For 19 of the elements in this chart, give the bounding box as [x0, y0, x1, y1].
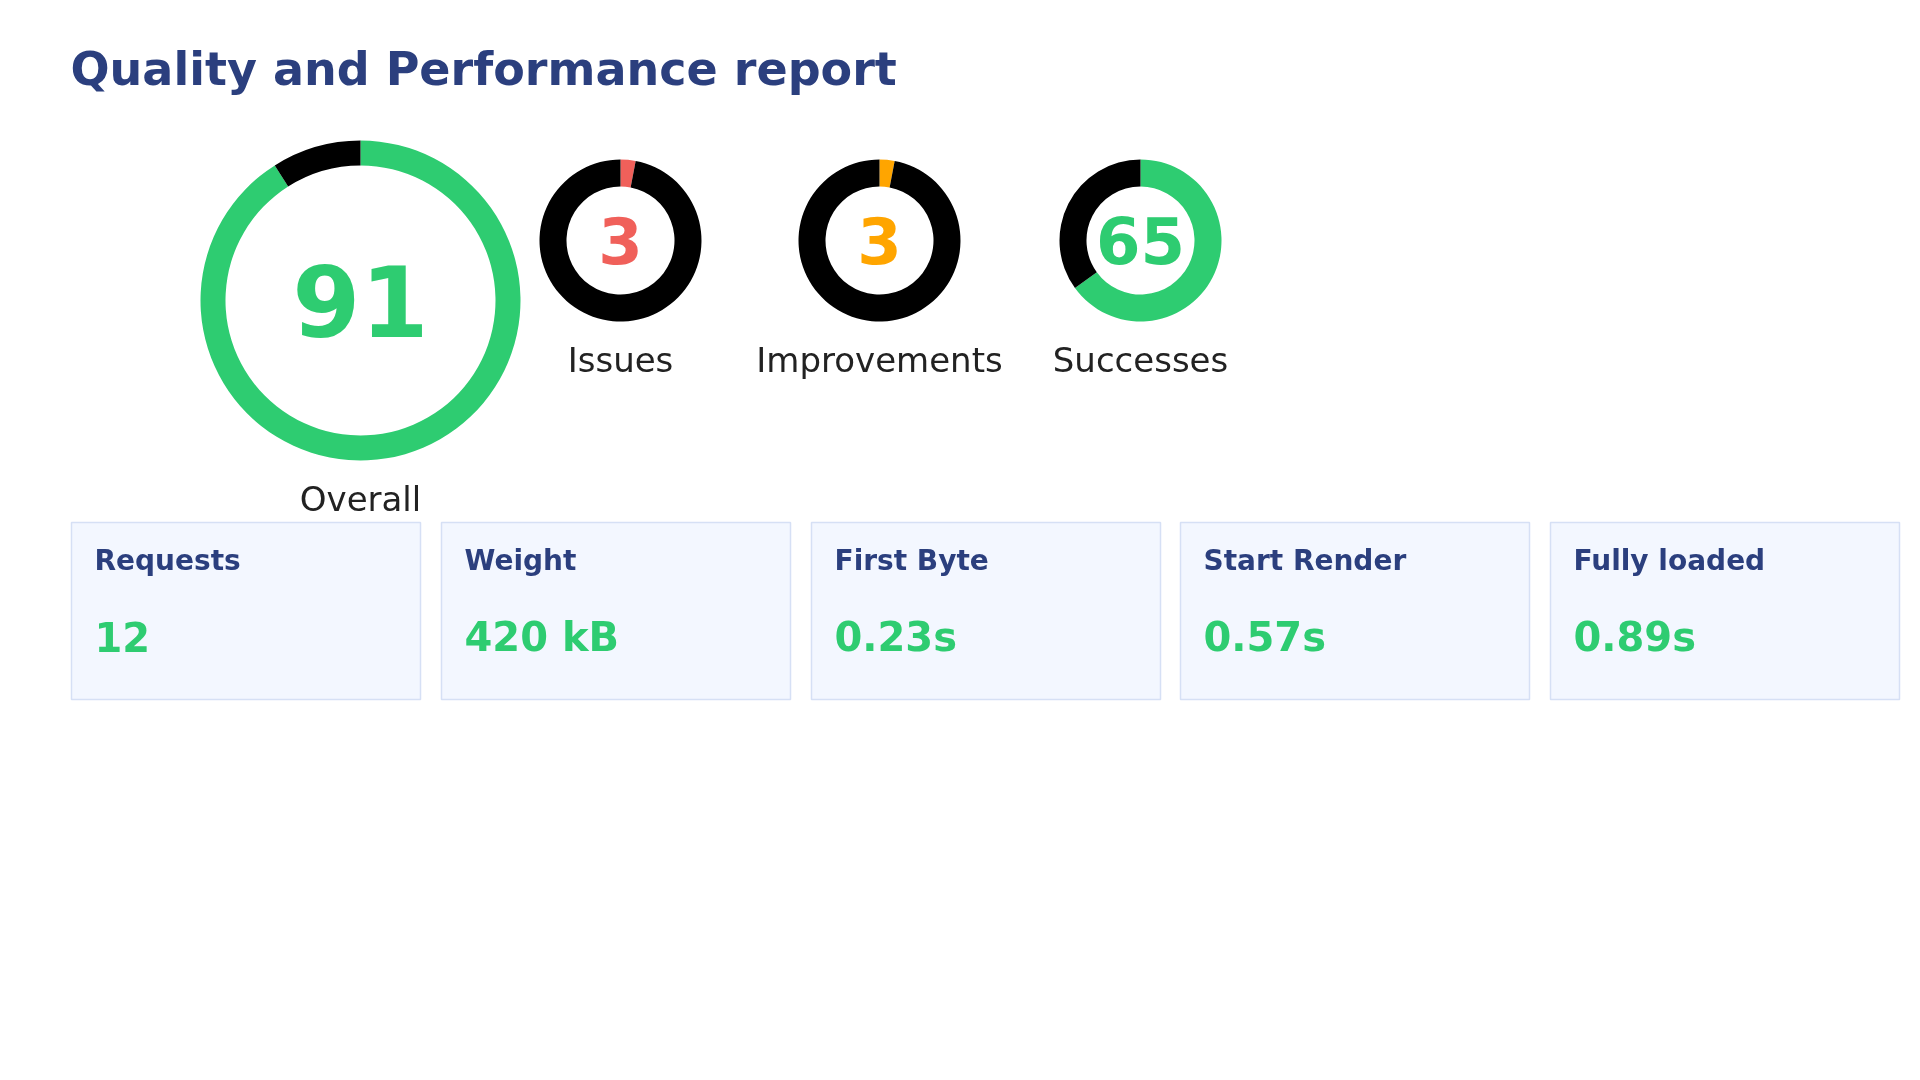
text: Improvements: [756, 339, 1003, 380]
text: 3: [857, 205, 902, 279]
text: 12: [94, 614, 151, 661]
text: Requests: [94, 544, 241, 577]
text: 0.57s: [1203, 613, 1326, 660]
text: First Byte: [834, 544, 989, 577]
text: 0.23s: [834, 613, 957, 660]
text: 0.89s: [1573, 613, 1696, 660]
text: 65: [1095, 205, 1186, 279]
text: Overall: [299, 478, 422, 519]
text: 91: [292, 245, 429, 360]
text: Weight: [464, 544, 577, 577]
text: Quality and Performance report: [70, 41, 897, 96]
text: 420 kB: [464, 613, 620, 660]
text: Successes: [1052, 339, 1229, 380]
text: 3: [598, 205, 643, 279]
text: Issues: [567, 339, 674, 380]
text: Start Render: [1203, 544, 1407, 577]
text: Fully loaded: [1573, 544, 1766, 577]
